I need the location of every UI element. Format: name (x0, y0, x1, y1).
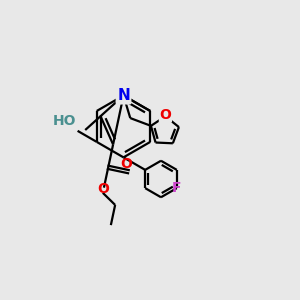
Text: N: N (117, 88, 130, 103)
Text: O: O (98, 182, 109, 196)
Text: O: O (159, 108, 171, 122)
Text: F: F (172, 181, 182, 195)
Text: HO: HO (52, 114, 76, 128)
Text: O: O (121, 157, 133, 171)
